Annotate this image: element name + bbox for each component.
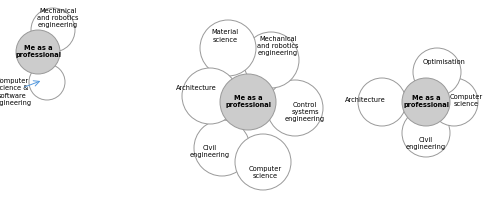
- Circle shape: [358, 78, 406, 126]
- Circle shape: [413, 48, 461, 96]
- Circle shape: [16, 30, 60, 74]
- Text: Computer
science: Computer science: [450, 93, 482, 106]
- Circle shape: [267, 80, 323, 136]
- Text: Architecture: Architecture: [176, 85, 216, 91]
- Text: Me as a
professional: Me as a professional: [225, 95, 271, 109]
- Circle shape: [235, 134, 291, 190]
- Circle shape: [31, 8, 75, 52]
- Circle shape: [200, 20, 256, 76]
- Text: Me as a
professional: Me as a professional: [15, 45, 61, 59]
- Text: Computer
science &
software
engineering: Computer science & software engineering: [0, 79, 32, 105]
- Circle shape: [430, 78, 478, 126]
- Circle shape: [182, 68, 238, 124]
- Circle shape: [220, 74, 276, 130]
- Text: Civil
engineering: Civil engineering: [406, 136, 446, 150]
- Text: Architecture: Architecture: [344, 97, 386, 103]
- Circle shape: [402, 78, 450, 126]
- Circle shape: [29, 64, 65, 100]
- Circle shape: [194, 120, 250, 176]
- Text: Civil
engineering: Civil engineering: [190, 145, 230, 159]
- Text: Me as a
professional: Me as a professional: [403, 95, 449, 109]
- Circle shape: [402, 109, 450, 157]
- Text: Mechanical
and robotics
engineering: Mechanical and robotics engineering: [257, 36, 299, 56]
- Text: Optimisation: Optimisation: [422, 59, 466, 65]
- Text: Control
systems
engineering: Control systems engineering: [285, 102, 325, 122]
- Text: Mechanical
and robotics
engineering: Mechanical and robotics engineering: [37, 8, 79, 28]
- Circle shape: [243, 32, 299, 88]
- Text: Computer
science: Computer science: [248, 165, 282, 178]
- Text: Material
science: Material science: [212, 30, 238, 42]
